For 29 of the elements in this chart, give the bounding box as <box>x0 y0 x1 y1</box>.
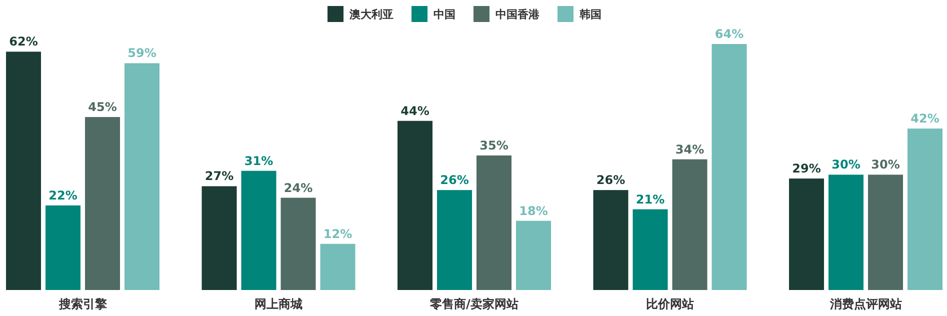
data-label: 22% <box>48 188 78 202</box>
data-label: 12% <box>323 226 352 241</box>
data-label: 31% <box>244 154 274 168</box>
legend-label: 澳大利亚 <box>348 8 394 21</box>
data-label: 44% <box>400 104 430 118</box>
data-label: 30% <box>832 158 860 172</box>
data-label: 18% <box>519 204 548 218</box>
legend-label: 韩国 <box>578 8 602 21</box>
data-label: 42% <box>910 112 940 126</box>
data-label: 62% <box>9 34 38 49</box>
data-label: 26% <box>440 173 469 188</box>
data-label: 64% <box>714 27 744 41</box>
data-label: 35% <box>480 138 508 152</box>
x-tick-label: 搜索引擎 <box>58 297 108 311</box>
legend-label: 中国 <box>434 8 456 21</box>
x-tick-label: 零售商/卖家网站 <box>429 297 518 311</box>
x-tick-label: 网上商城 <box>254 297 302 311</box>
data-label: 24% <box>284 180 313 195</box>
data-label: 34% <box>675 142 704 156</box>
data-label: 45% <box>88 100 117 114</box>
data-label: 21% <box>636 192 665 206</box>
data-label: 26% <box>596 173 626 188</box>
data-label: 59% <box>128 46 156 60</box>
data-label: 30% <box>871 158 900 172</box>
data-label: 27% <box>204 169 234 184</box>
x-tick-label: 比价网站 <box>646 297 694 311</box>
x-tick-label: 消费点评网站 <box>828 297 902 311</box>
legend-label: 中国香港 <box>496 8 540 21</box>
data-label: 29% <box>792 162 821 176</box>
